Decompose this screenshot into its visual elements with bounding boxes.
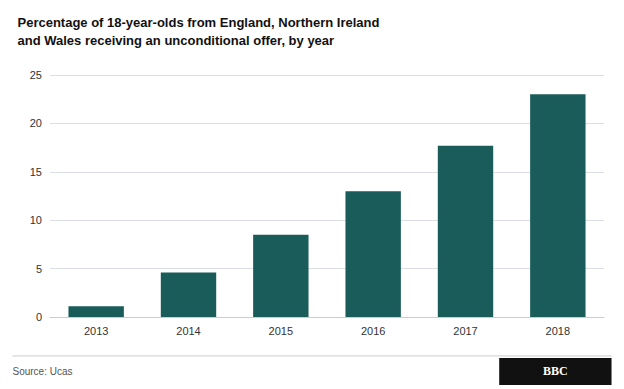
svg-text:2018: 2018 — [546, 325, 570, 337]
svg-text:20: 20 — [30, 117, 42, 129]
svg-text:2014: 2014 — [176, 325, 200, 337]
svg-text:15: 15 — [30, 166, 42, 178]
svg-text:5: 5 — [36, 263, 42, 275]
svg-text:Source: Ucas: Source: Ucas — [12, 366, 72, 377]
svg-text:2015: 2015 — [269, 325, 293, 337]
svg-text:BBC: BBC — [543, 364, 568, 378]
svg-text:2016: 2016 — [361, 325, 385, 337]
svg-text:and Wales receiving an uncondi: and Wales receiving an unconditional off… — [17, 33, 334, 48]
svg-text:Percentage of 18-year-olds fro: Percentage of 18-year-olds from England,… — [17, 15, 379, 30]
svg-text:25: 25 — [30, 69, 42, 81]
svg-text:2017: 2017 — [453, 325, 477, 337]
svg-text:2013: 2013 — [84, 325, 108, 337]
svg-text:10: 10 — [30, 214, 42, 226]
svg-text:0: 0 — [36, 311, 42, 323]
